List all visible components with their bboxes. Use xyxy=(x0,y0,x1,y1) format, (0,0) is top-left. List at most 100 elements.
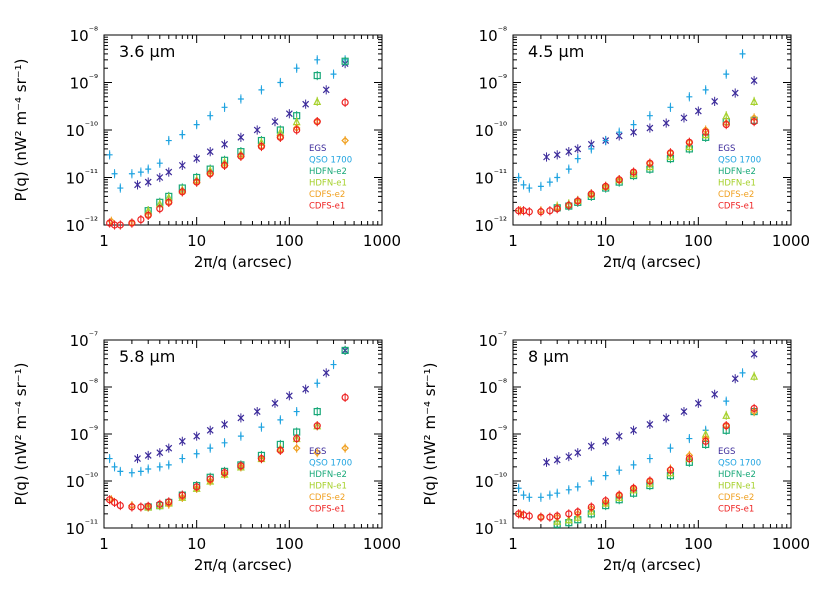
data-point xyxy=(739,50,746,57)
data-point xyxy=(694,399,702,407)
data-point xyxy=(134,455,141,462)
data-point xyxy=(615,491,623,499)
data-point xyxy=(630,426,637,434)
data-point xyxy=(237,414,245,422)
tick-label: 10⁻¹¹ xyxy=(66,519,98,538)
legend-entry: HDFN-e1 xyxy=(309,482,347,492)
data-point xyxy=(117,185,124,192)
data-point xyxy=(553,512,561,520)
x-tick-label: 10 xyxy=(596,535,615,553)
data-point xyxy=(666,466,675,474)
data-point xyxy=(237,133,245,141)
data-point xyxy=(537,513,545,521)
data-point xyxy=(602,497,610,505)
data-point xyxy=(313,71,321,80)
data-point xyxy=(574,449,582,457)
tick-label: 10⁻¹² xyxy=(66,216,98,235)
data-point xyxy=(253,408,261,415)
data-point xyxy=(515,174,522,181)
data-point xyxy=(330,71,337,78)
data-point xyxy=(193,155,201,163)
data-point xyxy=(221,140,228,148)
data-point xyxy=(615,176,623,184)
data-point xyxy=(285,392,293,400)
x-tick-label: 100 xyxy=(275,232,304,250)
data-point xyxy=(601,498,610,507)
data-point xyxy=(750,77,758,84)
data-point xyxy=(750,371,759,380)
legend-entry: EGS xyxy=(309,447,326,457)
tick-label: 10⁻⁷ xyxy=(70,331,98,350)
data-point xyxy=(314,380,321,387)
data-point xyxy=(276,133,284,141)
data-point xyxy=(156,160,163,167)
series-cdfs-e1 xyxy=(515,117,758,217)
data-point xyxy=(206,426,214,434)
legend-entry: CDFS-e2 xyxy=(309,493,345,503)
data-point xyxy=(574,483,581,490)
series-egs xyxy=(543,75,758,162)
data-point xyxy=(111,170,118,177)
legend-entry: CDFS-e2 xyxy=(309,190,345,200)
data-point xyxy=(156,449,164,457)
data-point xyxy=(276,446,284,454)
x-tick-label: 10 xyxy=(187,535,206,553)
data-point xyxy=(685,138,693,146)
data-point xyxy=(588,145,595,152)
data-point xyxy=(156,174,164,181)
data-point xyxy=(711,390,719,398)
data-point xyxy=(117,468,124,475)
data-point xyxy=(629,168,638,176)
data-point xyxy=(602,472,609,479)
data-point xyxy=(680,408,688,415)
data-point xyxy=(271,118,279,126)
series-qso-1700 xyxy=(515,368,746,502)
data-point xyxy=(554,490,561,497)
data-point xyxy=(646,420,654,428)
data-point xyxy=(271,399,279,407)
panel-4: 1 10 100 1000 10⁻¹¹ 10⁻¹⁰ 10⁻⁹ 10⁻⁸ 10⁻⁷ 2π/q (ar… xyxy=(421,331,810,574)
data-point xyxy=(322,369,330,377)
legend-entry: CDFS-e1 xyxy=(309,505,345,515)
tick-label: 10⁻¹¹ xyxy=(475,169,507,188)
data-point xyxy=(573,510,582,518)
panel-label: 8 μm xyxy=(528,347,569,366)
data-point xyxy=(722,410,731,419)
x-tick-label: 1000 xyxy=(363,535,401,553)
legend-entry: EGS xyxy=(718,447,735,457)
data-point xyxy=(106,151,113,158)
x-tick-label: 10 xyxy=(596,232,615,250)
data-point xyxy=(630,128,637,136)
data-point xyxy=(137,468,144,475)
data-point xyxy=(554,174,561,181)
data-point xyxy=(537,494,544,501)
panel-3: 1 10 100 1000 10⁻¹¹ 10⁻¹⁰ 10⁻⁹ 10⁻⁸ 10⁻⁷ 2π/q (ar… xyxy=(12,331,401,574)
data-point xyxy=(537,208,545,216)
data-point xyxy=(257,454,266,463)
data-point xyxy=(313,422,321,430)
data-point xyxy=(553,456,561,464)
data-point xyxy=(145,166,152,173)
x-tick-label: 1 xyxy=(508,535,518,553)
data-point xyxy=(666,149,675,157)
data-point xyxy=(574,197,582,205)
data-point xyxy=(193,121,200,128)
data-point xyxy=(680,114,688,122)
data-point xyxy=(313,407,321,416)
data-point xyxy=(128,170,135,177)
data-point xyxy=(629,484,638,492)
data-point xyxy=(156,463,163,470)
data-point xyxy=(165,461,172,468)
legend-entry: CDFS-e1 xyxy=(718,202,754,212)
tick-label: 10⁻⁸ xyxy=(70,378,98,397)
data-point xyxy=(630,461,637,468)
data-point xyxy=(515,207,523,215)
data-point xyxy=(739,369,746,376)
data-point xyxy=(662,414,670,422)
data-point xyxy=(193,432,201,440)
data-point xyxy=(178,161,186,169)
data-point xyxy=(616,467,623,474)
data-point xyxy=(685,142,694,151)
data-point xyxy=(165,168,173,176)
data-point xyxy=(179,131,186,138)
